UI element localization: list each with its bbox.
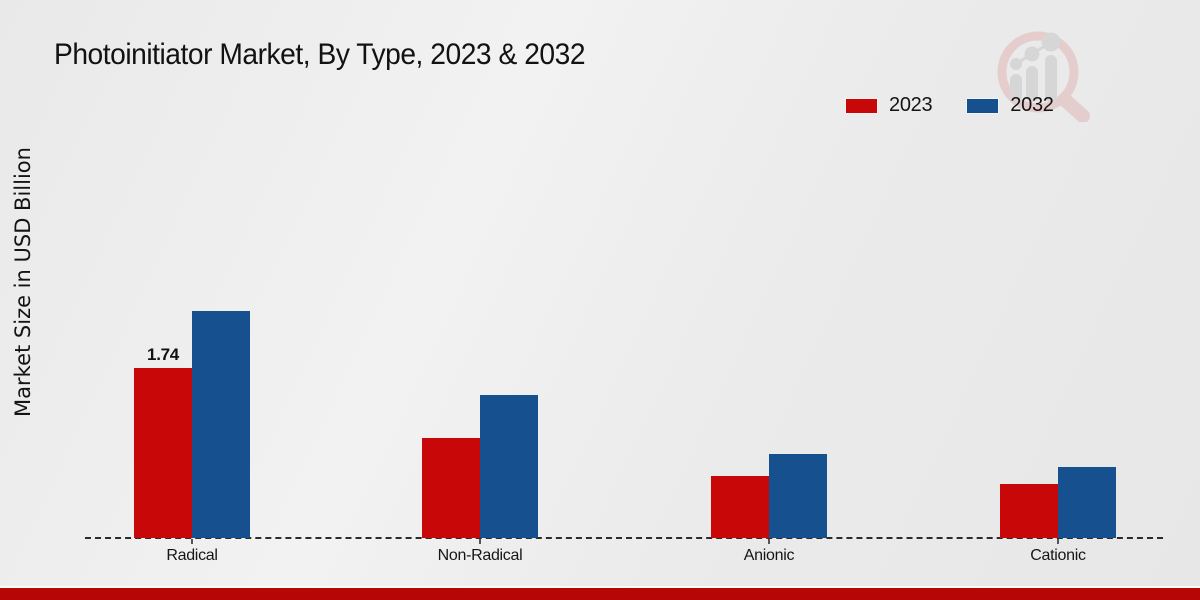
legend-label-2023: 2023 [889, 94, 933, 116]
x-axis-tick-radical [191, 539, 193, 544]
legend-swatch-2023 [845, 97, 878, 114]
category-label-non-radical: Non-Radical [437, 547, 523, 564]
x-axis-tick-non-radical [479, 539, 481, 544]
bar-2032-cationic [1058, 467, 1116, 538]
category-label-radical: Radical [166, 547, 218, 564]
bar-2032-radical [192, 311, 250, 538]
magnifier-bar-chart-logo-icon [997, 31, 1090, 122]
category-label-anionic: Anionic [743, 547, 795, 564]
x-axis-baseline [85, 537, 1163, 539]
legend-item-2023: 2023 [845, 94, 933, 117]
bar-2023-radical [134, 368, 192, 538]
data-label-2023-radical: 1.74 [147, 345, 179, 364]
footer-accent-bar [0, 586, 1200, 600]
x-axis-tick-anionic [768, 539, 770, 544]
bar-2023-anionic [711, 476, 769, 538]
bar-2023-non-radical [422, 438, 480, 538]
legend-item-2032: 2032 [966, 94, 1054, 117]
category-label-cationic: Cationic [1030, 547, 1086, 564]
bar-2032-non-radical [480, 395, 538, 538]
legend-label-2032: 2032 [1010, 94, 1054, 116]
legend-swatch-2032 [966, 97, 1000, 114]
bar-2023-cationic [1000, 484, 1058, 538]
legend: 2023 2032 [845, 94, 1054, 117]
bar-2032-anionic [769, 454, 827, 538]
x-axis-tick-cationic [1057, 539, 1059, 544]
chart-title: Photoinitiator Market, By Type, 2023 & 2… [54, 38, 586, 71]
